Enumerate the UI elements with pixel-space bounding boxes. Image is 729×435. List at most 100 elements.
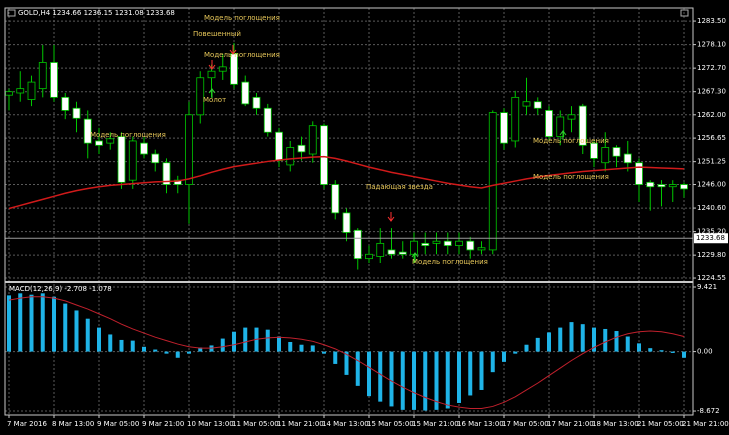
candle-body: [320, 125, 328, 185]
candle-body: [522, 101, 531, 107]
candle-body: [387, 249, 396, 255]
candle-body: [365, 253, 373, 260]
marks: [5, 42, 693, 411]
macd-bar: [243, 327, 248, 352]
current-price-label: 1233.68: [696, 234, 725, 242]
macd-bar: [108, 334, 113, 352]
macd-bar: [603, 328, 608, 352]
pattern-annotation: Модель поглощения: [533, 173, 609, 181]
candle-body: [16, 88, 25, 94]
candle-body: [83, 118, 92, 144]
x-tick-label: 8 Mar 13:00: [52, 420, 94, 428]
macd-bar: [40, 293, 45, 352]
macd-bar: [367, 351, 371, 397]
macd-bar: [423, 351, 428, 411]
candle-body: [646, 181, 655, 188]
pattern-annotation: Модель поглощения: [204, 51, 280, 59]
macd-bar: [637, 343, 641, 352]
candle-body: [578, 105, 587, 146]
macd-bar: [558, 327, 563, 352]
macd-bar: [490, 351, 495, 373]
x-tick-label: 15 Mar 05:00: [367, 420, 414, 428]
candle-body: [477, 247, 486, 251]
y-tick-label: 1278.10: [697, 41, 726, 49]
candle-body: [353, 229, 362, 260]
x-tick-label: 21 Mar 21:00: [682, 420, 729, 428]
buy-arrow: [208, 88, 216, 98]
macd-bar: [277, 336, 281, 352]
candle-body: [263, 107, 272, 133]
candle-body: [196, 77, 205, 116]
candle-body: [185, 114, 193, 185]
macd-bar: [569, 322, 574, 352]
candle-body: [230, 53, 238, 85]
candle-body: [421, 242, 430, 246]
candle-body: [342, 212, 351, 233]
candle-body: [72, 107, 81, 119]
macd-bar: [547, 332, 551, 352]
y-tick-label: 9.421: [697, 283, 717, 291]
x-tick-label: 11 Mar 21:00: [277, 420, 324, 428]
candle-body: [455, 240, 463, 246]
macd-bar: [535, 337, 540, 352]
candle-body: [117, 136, 126, 183]
y-tick-label: 1235.20: [697, 228, 726, 236]
candle-body: [488, 112, 497, 251]
candle-body: [286, 147, 295, 166]
candle-body: [556, 116, 565, 137]
macd-bar: [434, 351, 439, 410]
macd-bar: [670, 351, 675, 353]
pattern-annotation: Модель поглощения: [533, 137, 609, 145]
y-tick-label: -8.672: [697, 407, 720, 415]
y-tick-label: 1251.25: [697, 158, 726, 166]
macd-bar: [445, 351, 450, 409]
macd-bar: [322, 351, 326, 354]
x-tick-label: 9 Mar 05:00: [97, 420, 139, 428]
candle-body: [61, 96, 70, 111]
candle-body: [376, 242, 385, 257]
y-tick-label: 1256.65: [697, 134, 726, 142]
candle-body: [275, 131, 283, 161]
candle-body: [173, 179, 182, 185]
x-tick-label: 14 Mar 13:00: [322, 420, 369, 428]
candle-body: [106, 138, 115, 144]
pattern-arrows: [208, 45, 567, 262]
pattern-annotation: Молот: [203, 96, 226, 104]
candle-body: [511, 96, 520, 142]
frame: [4, 7, 694, 416]
macd-bar: [310, 345, 315, 352]
pattern-annotation: Модель поглощения: [412, 258, 488, 266]
candle-body: [297, 144, 306, 153]
macd-bar: [7, 295, 11, 352]
y-tick-label: 1229.80: [697, 251, 726, 259]
macd-bar: [502, 351, 506, 362]
window-icon: [680, 9, 689, 17]
x-tick-label: 16 Mar 13:00: [457, 420, 504, 428]
candle-body: [27, 81, 36, 100]
y-tick-label: 1272.70: [697, 64, 726, 72]
sell-arrow: [229, 45, 237, 55]
macd-bar: [265, 329, 270, 352]
x-tick-label: 17 Mar 05:00: [502, 420, 549, 428]
candle-body: [410, 240, 418, 255]
candle-body: [151, 153, 160, 164]
y-tick-label: 1267.30: [697, 88, 726, 96]
macd-bar: [524, 344, 529, 352]
x-tick-label: 15 Mar 21:00: [412, 420, 459, 428]
candle-body: [207, 70, 216, 79]
candle-body: [443, 240, 452, 246]
symbol-icon: [7, 9, 16, 17]
x-tick-label: 9 Mar 21:00: [142, 420, 184, 428]
macd-bar: [479, 351, 484, 390]
macd-bar: [85, 318, 90, 352]
macd-bar: [119, 339, 124, 352]
pattern-annotation: Модель поглощения: [204, 14, 280, 22]
macd-bar: [18, 293, 23, 352]
macd-bar: [153, 349, 158, 352]
candle-body: [466, 240, 475, 251]
current-price-box: [694, 233, 728, 244]
y-tick-label: 1240.60: [697, 204, 726, 212]
macd-bar: [142, 346, 146, 352]
macd-bar: [389, 351, 394, 407]
